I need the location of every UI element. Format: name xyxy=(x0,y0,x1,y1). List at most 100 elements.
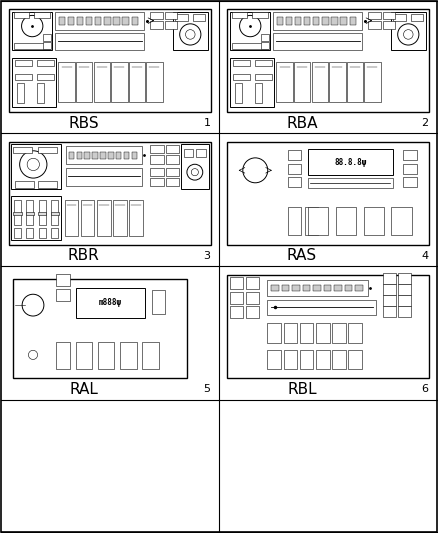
Text: RAS: RAS xyxy=(287,248,317,263)
Text: RAL: RAL xyxy=(69,382,98,397)
Circle shape xyxy=(22,294,44,316)
Bar xyxy=(56,273,71,286)
Bar xyxy=(34,12,49,18)
Bar xyxy=(108,152,113,159)
Bar xyxy=(181,144,209,189)
Bar xyxy=(113,18,120,25)
Bar xyxy=(293,285,300,292)
Bar xyxy=(150,12,162,19)
Circle shape xyxy=(180,24,201,45)
Circle shape xyxy=(20,151,47,178)
Bar xyxy=(12,58,57,107)
Text: 6: 6 xyxy=(421,384,428,394)
Bar xyxy=(382,21,395,29)
Bar xyxy=(255,74,272,79)
Bar xyxy=(332,350,346,369)
Bar xyxy=(18,83,25,103)
Text: m888ψ: m888ψ xyxy=(99,298,122,308)
Bar xyxy=(146,62,162,102)
Bar xyxy=(246,306,259,318)
Bar xyxy=(368,21,381,29)
Bar xyxy=(43,34,51,41)
Bar xyxy=(411,14,423,21)
Bar xyxy=(398,273,411,284)
Circle shape xyxy=(243,158,268,183)
Bar xyxy=(268,324,281,343)
Bar xyxy=(150,145,163,154)
Bar xyxy=(86,18,92,25)
Bar xyxy=(95,18,102,25)
Bar xyxy=(38,212,46,215)
Circle shape xyxy=(21,15,43,37)
Text: 88.8.8ψ: 88.8.8ψ xyxy=(334,158,367,167)
Bar xyxy=(165,12,177,19)
Bar xyxy=(308,178,392,189)
Text: 2: 2 xyxy=(421,118,428,128)
Bar xyxy=(69,152,74,159)
Bar xyxy=(56,33,145,50)
Bar xyxy=(356,285,363,292)
Bar xyxy=(316,350,330,369)
Bar xyxy=(311,62,328,102)
Bar xyxy=(77,18,83,25)
Bar xyxy=(56,289,71,301)
Bar xyxy=(131,18,138,25)
Bar xyxy=(176,14,188,21)
Bar xyxy=(166,145,179,154)
Bar xyxy=(288,164,301,174)
Bar xyxy=(37,83,44,103)
Bar xyxy=(227,9,429,112)
Bar xyxy=(398,305,411,317)
Bar xyxy=(76,342,92,369)
Bar xyxy=(403,164,417,174)
Bar xyxy=(268,280,368,296)
Bar xyxy=(368,12,381,19)
Bar xyxy=(37,60,54,66)
Bar xyxy=(294,62,311,102)
Bar xyxy=(233,74,250,79)
Bar xyxy=(97,200,111,237)
Bar xyxy=(233,60,250,66)
Bar xyxy=(336,207,356,235)
Bar xyxy=(286,18,292,25)
Bar xyxy=(64,200,78,237)
Text: 3: 3 xyxy=(204,251,211,261)
Bar xyxy=(382,273,396,284)
Bar xyxy=(382,12,395,19)
Bar xyxy=(68,18,74,25)
Bar xyxy=(329,62,346,102)
Bar xyxy=(59,18,65,25)
Bar xyxy=(39,229,46,238)
Bar xyxy=(9,9,211,112)
Bar xyxy=(15,181,34,188)
Bar xyxy=(261,42,269,49)
Bar xyxy=(100,152,106,159)
Bar xyxy=(184,149,194,157)
Bar xyxy=(11,196,60,240)
Bar xyxy=(288,207,301,235)
Bar xyxy=(116,152,121,159)
Bar xyxy=(303,285,310,292)
Bar xyxy=(346,62,363,102)
Circle shape xyxy=(27,158,39,171)
Text: 5: 5 xyxy=(204,384,211,394)
Bar xyxy=(150,155,163,164)
Bar xyxy=(230,292,243,304)
Bar xyxy=(92,152,98,159)
Bar xyxy=(123,18,129,25)
Bar xyxy=(15,74,32,79)
Bar xyxy=(340,18,347,25)
Bar xyxy=(332,324,346,343)
Bar xyxy=(81,200,95,237)
Bar xyxy=(364,207,384,235)
Bar xyxy=(227,275,429,378)
Bar xyxy=(11,144,60,189)
Bar xyxy=(104,18,110,25)
Bar xyxy=(246,292,259,304)
Bar xyxy=(39,200,46,225)
Bar xyxy=(14,12,29,18)
Bar xyxy=(173,12,208,50)
Bar xyxy=(382,284,396,295)
Bar xyxy=(304,18,311,25)
Bar xyxy=(332,18,338,25)
